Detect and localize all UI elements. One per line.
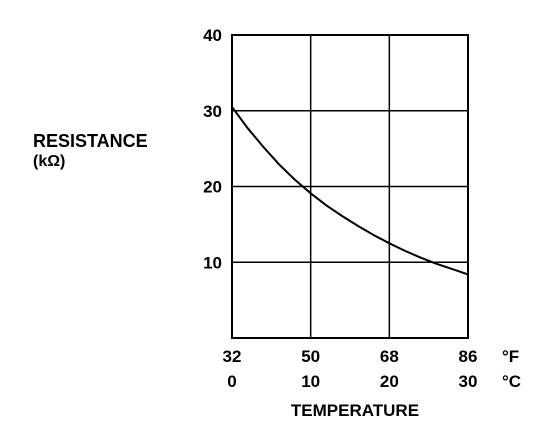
x-tick-label-celsius: 0 bbox=[227, 372, 236, 391]
y-axis-label: RESISTANCE bbox=[33, 131, 148, 151]
y-axis-unit: (kΩ) bbox=[33, 153, 65, 170]
x-tick-label-fahrenheit: 32 bbox=[223, 347, 242, 366]
y-axis-ticks: 40 30 20 10 bbox=[203, 26, 222, 272]
x-tick-label-fahrenheit: 68 bbox=[380, 347, 399, 366]
x-tick-label-fahrenheit: 86 bbox=[459, 347, 478, 366]
plot-frame bbox=[231, 34, 469, 339]
x-tick-label-celsius: 20 bbox=[380, 372, 399, 391]
x-axis-label: TEMPERATURE bbox=[291, 401, 419, 420]
y-tick-label: 20 bbox=[203, 178, 222, 197]
x-unit-fahrenheit: °F bbox=[502, 347, 519, 366]
x-tick-label-celsius: 10 bbox=[301, 372, 320, 391]
y-tick-label: 10 bbox=[203, 253, 222, 272]
resistance-curve bbox=[231, 106, 469, 276]
x-tick-label-celsius: 30 bbox=[459, 372, 478, 391]
x-tick-label-fahrenheit: 50 bbox=[301, 347, 320, 366]
y-tick-label: 30 bbox=[203, 102, 222, 121]
x-unit-celsius: °C bbox=[502, 372, 521, 391]
x-axis-ticks: 32 50 68 86 0 10 20 30 bbox=[223, 347, 478, 391]
grid bbox=[232, 35, 468, 338]
y-tick-label: 40 bbox=[203, 26, 222, 45]
